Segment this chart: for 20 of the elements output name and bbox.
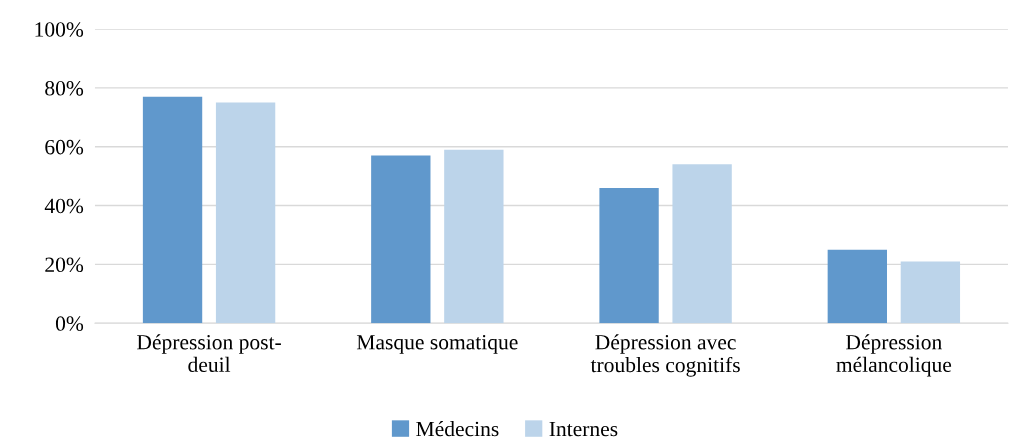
x-tick-label: Dépression avec troubles cognitifs [590, 334, 740, 377]
legend-label: Médecins [416, 421, 499, 437]
y-tick-label: 80% [45, 81, 84, 96]
y-tick-label: 20% [45, 257, 84, 273]
y-tick-label: 40% [44, 198, 84, 214]
bar [371, 155, 431, 324]
bar [599, 187, 659, 324]
bar [672, 164, 732, 324]
y-tick-label: 60% [45, 139, 84, 155]
bar [142, 96, 203, 324]
legend-label: Internes [549, 421, 618, 437]
bar [827, 249, 887, 324]
bar [444, 149, 504, 324]
x-tick-label: Masque somatique [356, 334, 518, 354]
y-tick-label: 0% [55, 316, 84, 331]
bar [215, 102, 276, 324]
bar [900, 261, 961, 324]
x-tick-label: Dépression post- deuil [137, 334, 281, 372]
x-tick-label: Dépression mélancolique [836, 334, 952, 377]
y-tick-label: 100% [35, 22, 84, 37]
